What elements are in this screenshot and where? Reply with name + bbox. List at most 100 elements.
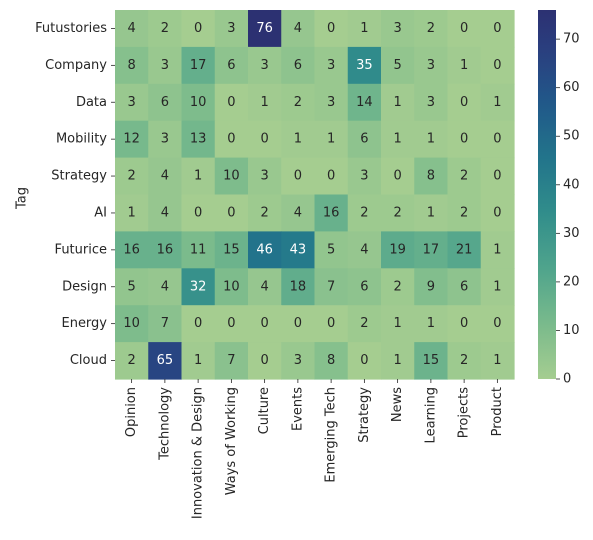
cell-value-label: 6 <box>161 95 169 110</box>
heatmap-cell <box>314 157 349 196</box>
heatmap-cell <box>414 194 449 232</box>
heatmap-cell <box>314 268 349 306</box>
heatmap-cell <box>181 194 216 232</box>
cell-value-label: 4 <box>161 279 169 294</box>
x-tick-labels: Opinion Technology Innovation & Design Ways… <box>124 379 505 519</box>
heatmap-cell <box>214 342 249 380</box>
cell-value-label: 0 <box>460 132 468 147</box>
heatmap-cell <box>181 231 216 269</box>
heatmap-cell <box>115 83 149 122</box>
heatmap-cell <box>181 83 216 122</box>
cell-value-label: 0 <box>493 58 501 73</box>
cell-value-label: 0 <box>294 316 302 331</box>
cell-value-label: 1 <box>460 58 468 73</box>
cell-value-label: 0 <box>460 316 468 331</box>
cell-value-label: 13 <box>190 132 207 147</box>
cell-value-label: 2 <box>161 21 169 36</box>
heatmap-cell <box>347 120 382 159</box>
x-tick-label: Projects <box>457 387 472 438</box>
cell-value-label: 0 <box>360 353 368 368</box>
cell-value-label: 3 <box>327 58 335 73</box>
heatmap-cell <box>281 83 316 122</box>
heatmap-cell <box>248 157 282 196</box>
heatmap-cell <box>314 46 349 85</box>
cell-value-label: 1 <box>360 21 368 36</box>
cell-value-label: 3 <box>260 58 268 73</box>
cell-value-label: 2 <box>393 279 401 294</box>
heatmap-cell <box>480 194 515 232</box>
cell-value-label: 0 <box>227 316 235 331</box>
heatmap-cell <box>115 268 149 306</box>
y-tick-label: Cloud <box>70 353 107 368</box>
cell-value-label: 10 <box>123 316 140 331</box>
cell-value-label: 0 <box>493 316 501 331</box>
heatmap-cell <box>447 10 482 48</box>
cell-value-label: 1 <box>393 132 401 147</box>
heatmap-cell <box>414 83 449 122</box>
colorbar-tick-label: 70 <box>563 32 580 47</box>
cell-value-label: 3 <box>427 58 435 73</box>
cell-value-label: 11 <box>190 242 207 257</box>
heatmap-cell <box>148 83 183 122</box>
heatmap-cell <box>381 10 415 48</box>
cell-value-label: 21 <box>456 242 473 257</box>
cell-value-label: 1 <box>427 132 435 147</box>
heatmap-cell <box>447 305 482 343</box>
heatmap-cell <box>248 305 282 343</box>
cell-value-label: 16 <box>123 242 140 257</box>
cell-value-label: 19 <box>389 242 406 257</box>
cell-value-label: 3 <box>127 95 135 110</box>
cell-value-label: 4 <box>127 21 135 36</box>
heatmap-cell <box>314 231 349 269</box>
colorbar-tick-label: 60 <box>563 80 580 95</box>
cell-value-label: 2 <box>460 169 468 184</box>
heatmap-cell <box>148 120 183 159</box>
cell-value-label: 6 <box>227 58 235 73</box>
heatmap-cell <box>214 46 249 85</box>
heatmap-cell <box>447 120 482 159</box>
heatmap-cell <box>115 157 149 196</box>
x-tick-label: Strategy <box>357 387 372 443</box>
cell-value-label: 2 <box>127 169 135 184</box>
heatmap-cell <box>281 46 316 85</box>
cell-value-label: 6 <box>294 58 302 73</box>
cell-value-label: 0 <box>260 316 268 331</box>
cell-value-label: 1 <box>427 316 435 331</box>
cell-value-label: 0 <box>194 205 202 220</box>
heatmap-cell <box>115 10 149 48</box>
cell-value-label: 1 <box>493 353 501 368</box>
cell-value-label: 7 <box>227 353 235 368</box>
cell-value-label: 9 <box>427 279 435 294</box>
cell-value-label: 2 <box>127 353 135 368</box>
colorbar-tick-label: 30 <box>563 226 580 241</box>
cell-value-label: 1 <box>427 205 435 220</box>
heatmap-cell <box>347 305 382 343</box>
heatmap-cell <box>381 305 415 343</box>
heatmap-cell <box>447 83 482 122</box>
cell-value-label: 1 <box>127 205 135 220</box>
heatmap-cell <box>248 231 282 269</box>
cell-value-label: 1 <box>194 353 202 368</box>
cell-value-label: 2 <box>460 205 468 220</box>
heatmap-cell <box>381 342 415 380</box>
heatmap-cell <box>181 120 216 159</box>
heatmap-cell <box>248 120 282 159</box>
y-tick-label: Strategy <box>51 169 107 184</box>
cell-value-label: 2 <box>360 316 368 331</box>
cell-value-label: 2 <box>460 353 468 368</box>
heatmap-cell <box>381 46 415 85</box>
heatmap-cell <box>248 46 282 85</box>
y-tick-label: Energy <box>61 316 107 331</box>
cell-value-label: 0 <box>327 21 335 36</box>
heatmap-cell <box>480 46 515 85</box>
cell-value-label: 0 <box>493 132 501 147</box>
heatmap-cell <box>214 157 249 196</box>
y-tick-label: Futustories <box>35 21 107 36</box>
cell-value-label: 0 <box>260 353 268 368</box>
heatmap-cell <box>314 10 349 48</box>
cell-value-label: 3 <box>427 95 435 110</box>
heatmap-cell <box>447 194 482 232</box>
heatmap-cell <box>414 46 449 85</box>
cell-value-label: 0 <box>460 95 468 110</box>
cell-value-label: 4 <box>161 169 169 184</box>
